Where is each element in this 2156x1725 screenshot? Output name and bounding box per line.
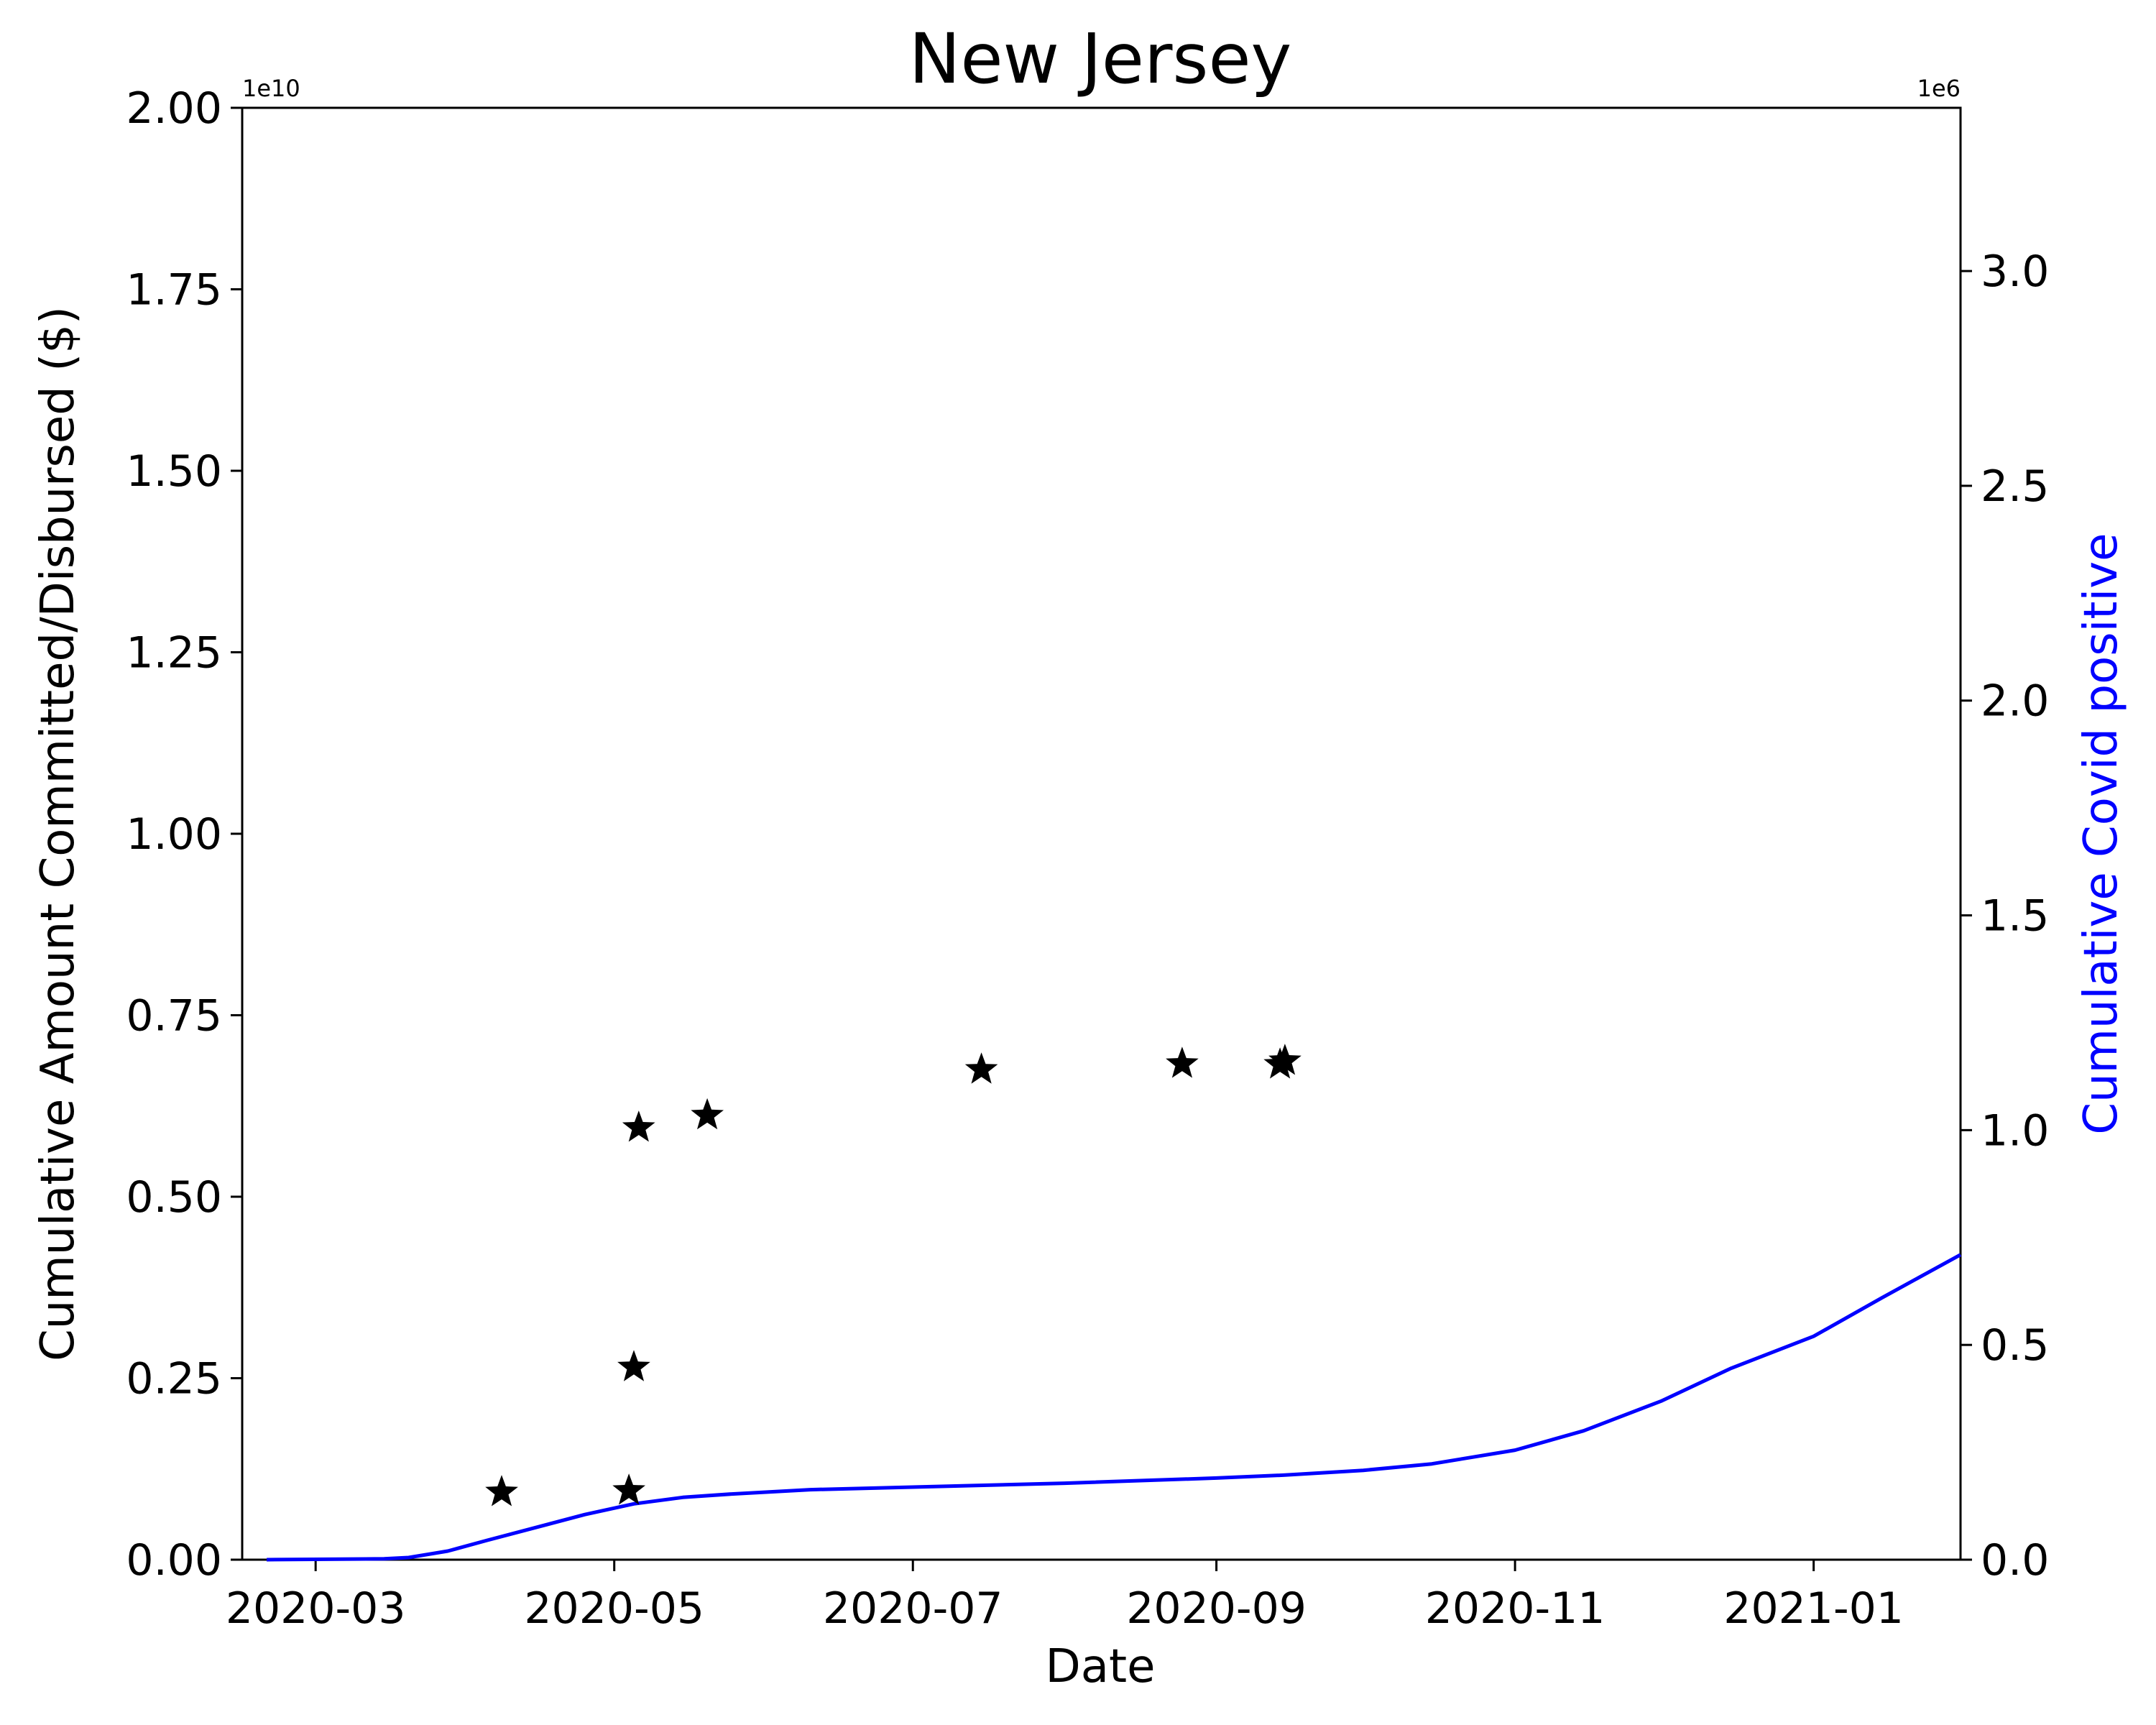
x-tick-label: 2020-09 [1126, 1583, 1307, 1634]
right-y-tick-label: 1.5 [1981, 891, 2049, 942]
right-y-axis-label: Cumulative Covid positive [2075, 533, 2128, 1134]
x-tick-label: 2020-11 [1425, 1583, 1606, 1634]
chart-title: New Jersey [909, 19, 1292, 99]
covid-positive-line [267, 1253, 1962, 1562]
funding-series [485, 1044, 1302, 1506]
funding-star-marker [617, 1350, 650, 1381]
left-y-tick-label: 1.75 [126, 265, 222, 316]
left-y-tick-label: 1.25 [126, 628, 222, 678]
left-y-tick-label: 1.50 [126, 446, 222, 497]
x-tick-label: 2020-03 [226, 1583, 406, 1634]
funding-star-marker [1166, 1046, 1199, 1078]
right-y-axis-ticks: 0.0 0.5 1.0 1.5 2.0 2.5 3.0 [1961, 247, 2049, 1586]
right-y-tick-label: 3.0 [1981, 247, 2049, 297]
left-y-tick-label: 0.25 [126, 1354, 222, 1404]
x-tick-label: 2020-05 [524, 1583, 704, 1634]
right-y-tick-label: 0.0 [1981, 1535, 2049, 1586]
left-y-tick-label: 2.00 [126, 83, 222, 134]
right-y-tick-label: 2.5 [1981, 461, 2049, 512]
covid-positive-series [267, 1253, 1962, 1562]
left-axis-offset-label: 1e10 [242, 75, 300, 102]
funding-star-marker [1268, 1044, 1302, 1075]
funding-star-marker [612, 1473, 645, 1505]
left-y-tick-label: 0.75 [126, 991, 222, 1041]
funding-star-marker [622, 1110, 655, 1142]
right-y-tick-label: 0.5 [1981, 1320, 2049, 1371]
right-axis-offset-label: 1e6 [1917, 75, 1961, 102]
left-y-axis-ticks: 0.00 0.25 0.50 0.75 1.00 1.25 1.50 1.75 2.00 [126, 83, 242, 1586]
left-y-tick-label: 1.00 [126, 809, 222, 860]
funding-star-marker [485, 1475, 518, 1506]
x-tick-label: 2021-01 [1723, 1583, 1904, 1634]
left-y-tick-label: 0.50 [126, 1172, 222, 1223]
left-y-tick-label: 0.00 [126, 1535, 222, 1586]
funding-star-marker [691, 1098, 724, 1130]
right-y-tick-label: 1.0 [1981, 1105, 2049, 1156]
right-y-tick-label: 2.0 [1981, 676, 2049, 727]
funding-star-marker [964, 1052, 998, 1084]
left-y-axis-label: Cumulative Amount Committed/Disbursed ($… [32, 306, 85, 1361]
x-axis-ticks: 2020-03 2020-05 2020-07 2020-09 2020-11 2021-… [226, 1560, 1904, 1634]
x-tick-label: 2020-07 [823, 1583, 1003, 1634]
x-axis-label: Date [1046, 1640, 1156, 1693]
